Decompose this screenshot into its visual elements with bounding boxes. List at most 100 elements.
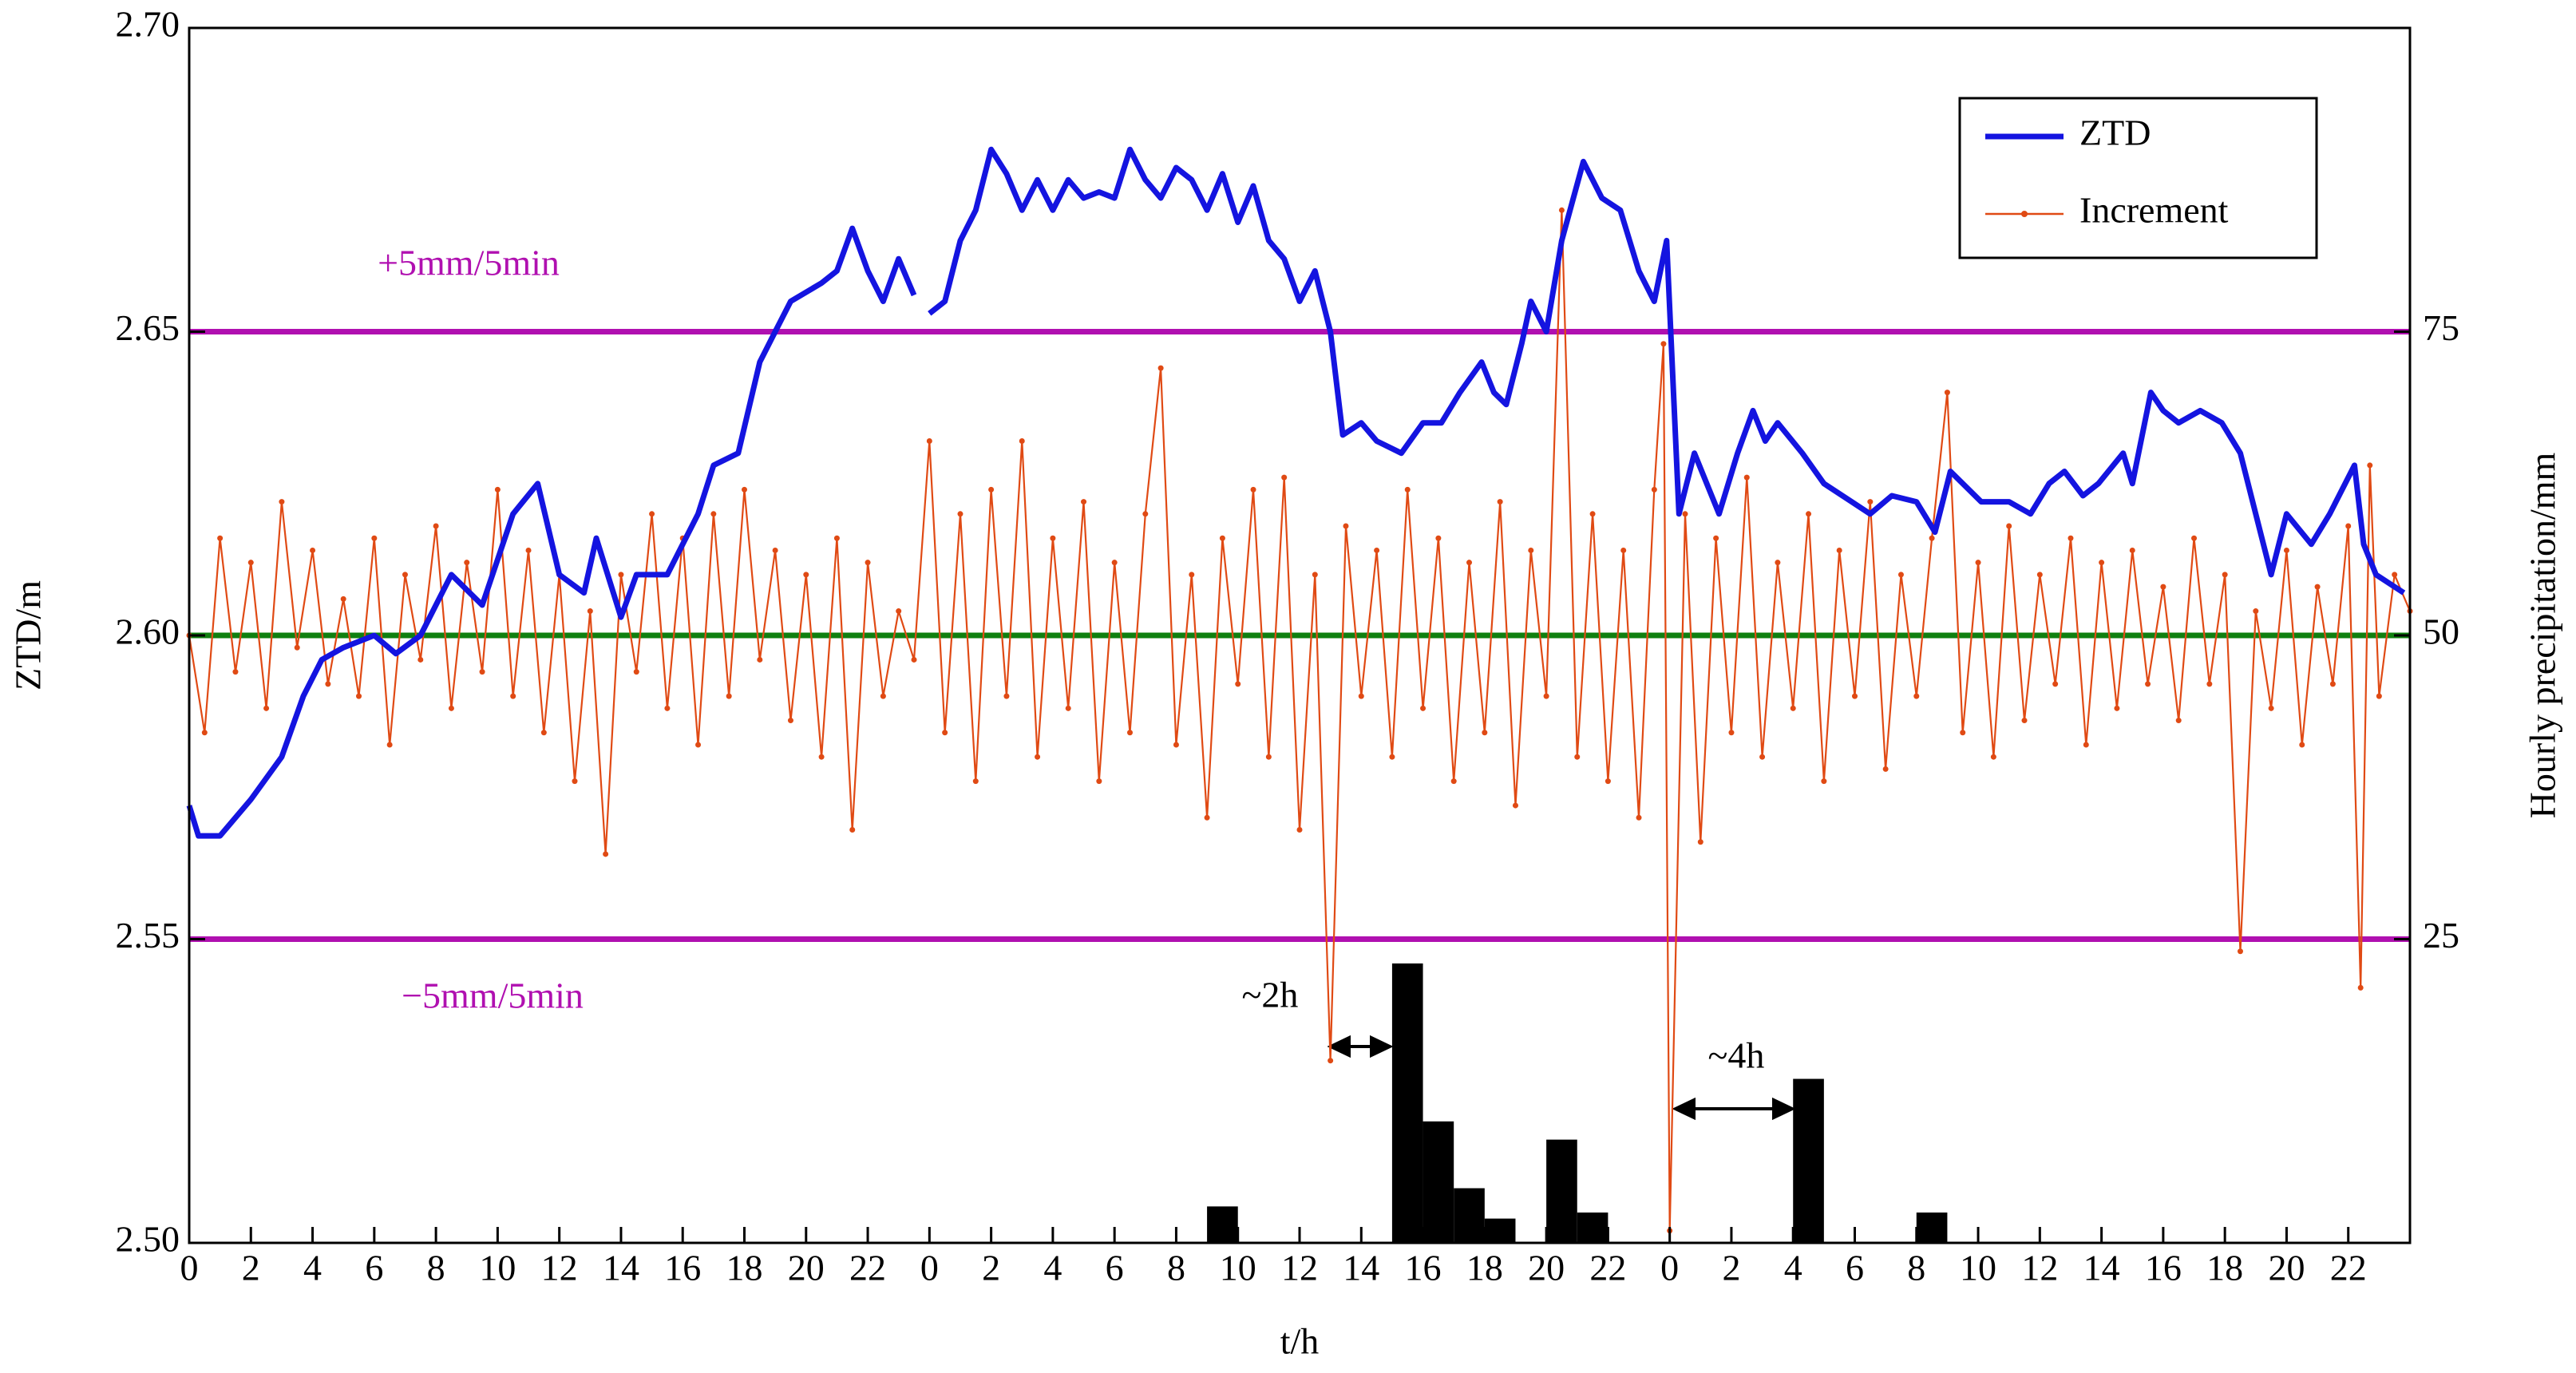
precip-bar <box>1454 1188 1485 1243</box>
increment-point <box>2052 681 2059 687</box>
increment-point <box>1636 814 1642 821</box>
increment-point <box>1142 511 1149 517</box>
increment-point <box>201 730 208 736</box>
arrow-head <box>1672 1097 1696 1121</box>
increment-point <box>1482 730 1488 736</box>
x-tick-label: 14 <box>2083 1248 2120 1288</box>
x-tick-label: 22 <box>1589 1248 1626 1288</box>
annotation: ~2h <box>1242 975 1299 1015</box>
x-tick-label: 10 <box>1960 1248 1996 1288</box>
increment-point <box>1466 560 1473 566</box>
increment-point <box>386 742 393 748</box>
x-tick-label: 12 <box>2021 1248 2058 1288</box>
y-tick-label: 2.70 <box>116 4 180 45</box>
increment-point <box>1389 754 1395 760</box>
increment-point <box>1574 754 1581 760</box>
increment-point <box>1497 499 1503 505</box>
x-tick-label: 4 <box>1043 1248 1062 1288</box>
precip-bar <box>1391 963 1423 1243</box>
increment-point <box>340 595 346 602</box>
x-tick-label: 0 <box>1660 1248 1679 1288</box>
increment-point <box>1358 693 1364 699</box>
x-tick-label: 2 <box>982 1248 1000 1288</box>
increment-point <box>865 560 871 566</box>
y-axis-label: ZTD/m <box>8 580 49 690</box>
increment-point <box>2206 681 2213 687</box>
increment-point <box>849 827 856 833</box>
increment-point <box>1065 705 1071 711</box>
increment-point <box>479 669 485 675</box>
x-tick-label: 16 <box>664 1248 701 1288</box>
increment-point <box>787 718 793 724</box>
increment-point <box>2160 584 2166 590</box>
series-line <box>188 209 2412 1232</box>
increment-point <box>1867 499 1874 505</box>
increment-point <box>1775 560 1781 566</box>
increment-point <box>896 608 902 615</box>
increment-point <box>1111 560 1118 566</box>
increment-point <box>232 669 239 675</box>
precip-bar <box>1484 1218 1516 1243</box>
increment-point <box>695 742 702 748</box>
y-tick-label: 2.50 <box>116 1219 180 1260</box>
increment-point <box>2376 693 2382 699</box>
y-tick-label: 2.55 <box>116 915 180 956</box>
increment-point <box>1897 572 1904 578</box>
increment-point <box>1235 681 1241 687</box>
increment-point <box>1852 693 1858 699</box>
increment-point <box>2345 523 2352 529</box>
arrow-head <box>1327 1035 1351 1058</box>
increment-point <box>2021 718 2028 724</box>
increment-point <box>1035 754 1041 760</box>
precip-bar <box>1546 1139 1577 1243</box>
x-tick-label: 6 <box>1846 1248 1864 1288</box>
increment-point <box>1003 693 1010 699</box>
increment-point <box>757 656 763 663</box>
increment-point <box>356 693 362 699</box>
increment-point <box>1821 778 1827 785</box>
increment-point <box>2191 535 2198 541</box>
increment-point <box>664 705 671 711</box>
increment-point <box>2314 584 2321 590</box>
increment-point <box>772 547 778 553</box>
increment-point <box>818 754 825 760</box>
increment-point <box>618 572 624 578</box>
increment-point <box>1019 437 1025 444</box>
increment-point <box>2114 705 2120 711</box>
increment-point <box>1219 535 1225 541</box>
increment-point <box>1682 511 1688 517</box>
x-tick-label: 18 <box>1466 1248 1503 1288</box>
increment-point <box>1343 523 1349 529</box>
x-tick-label: 6 <box>365 1248 383 1288</box>
increment-point <box>2253 608 2259 615</box>
increment-point <box>417 656 424 663</box>
y2-axis-label: Hourly precipitation/mm <box>2523 452 2563 818</box>
annotation: ~4h <box>1708 1035 1765 1076</box>
increment-point <box>1929 535 1935 541</box>
precip-bar <box>1207 1206 1238 1243</box>
increment-point <box>464 560 470 566</box>
increment-point <box>525 547 532 553</box>
arrow-head <box>1772 1097 1796 1121</box>
x-tick-label: 8 <box>1167 1248 1185 1288</box>
x-tick-label: 12 <box>1281 1248 1318 1288</box>
increment-point <box>2068 535 2074 541</box>
x-tick-label: 10 <box>479 1248 516 1288</box>
arrow-head <box>1370 1035 1394 1058</box>
y-tick-label: 2.60 <box>116 611 180 652</box>
x-tick-label: 20 <box>2268 1248 2305 1288</box>
increment-point <box>988 486 995 493</box>
increment-point <box>972 778 979 785</box>
increment-point <box>1651 486 1657 493</box>
increment-point <box>1836 547 1842 553</box>
increment-point <box>2175 718 2182 724</box>
increment-point <box>2145 681 2151 687</box>
increment-point <box>1512 802 1518 809</box>
increment-point <box>1728 730 1735 736</box>
increment-point <box>2268 705 2274 711</box>
precip-bar <box>1916 1212 1948 1243</box>
increment-point <box>1450 778 1457 785</box>
increment-point <box>247 560 254 566</box>
increment-point <box>1975 560 1981 566</box>
